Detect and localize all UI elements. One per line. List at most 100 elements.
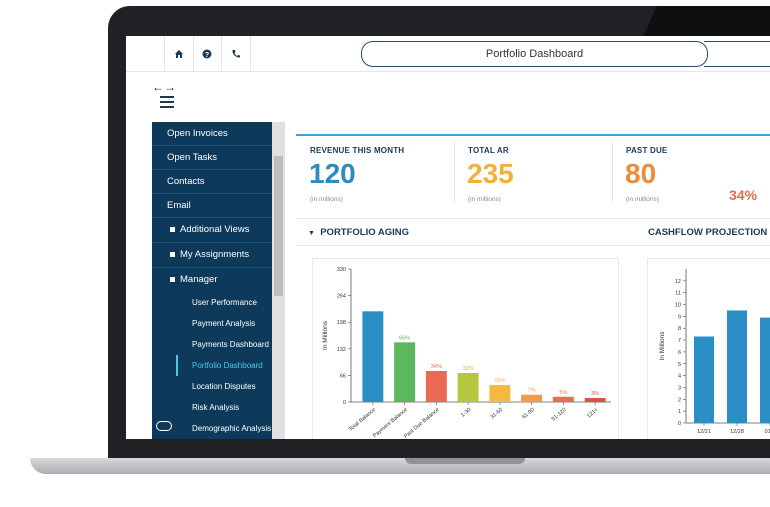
question-circle-icon[interactable]: ? — [193, 36, 222, 71]
y-axis-label: In Millions — [322, 320, 329, 350]
y-tick-label: 330 — [337, 267, 346, 273]
sidebar-subitem-demographic-analysis[interactable]: Demographic Analysis — [192, 424, 272, 433]
x-tick-label: 31-60 — [490, 407, 505, 421]
y-tick-label: 7 — [678, 338, 681, 344]
bar — [584, 397, 606, 402]
y-tick-label: 5 — [678, 362, 681, 368]
bar — [521, 394, 543, 402]
sidebar-subitem-portfolio-dashboard[interactable]: Portfolio Dashboard — [176, 355, 285, 376]
y-tick-label: 2 — [678, 397, 681, 403]
y-tick-label: 6 — [678, 350, 681, 356]
expand-box-icon — [170, 226, 175, 232]
cashflow-projection-title: CASHFLOW PROJECTION — [648, 227, 768, 238]
sidebar-item-open-invoices[interactable]: Open Invoices — [152, 122, 285, 146]
sidebar-item-contacts[interactable]: Contacts — [152, 170, 285, 194]
sidebar-nav: Open Invoices Open Tasks Contacts Email … — [152, 122, 285, 439]
y-tick-label: 10 — [675, 303, 681, 309]
panel-header: ▼ PORTFOLIO AGING CASHFLOW PROJECTION — [296, 218, 770, 246]
y-tick-label: 3 — [678, 385, 681, 391]
kpi-unit: (in millions) — [468, 196, 501, 203]
x-tick-label: Past Due Balance — [403, 407, 441, 439]
bar — [694, 336, 714, 423]
portfolio-aging-chart: 0 66 132 198 264 330 In Millions Total Balance 6… — [312, 258, 619, 439]
data-label: 7% — [528, 388, 536, 394]
x-tick-label: 01/0 — [765, 429, 770, 435]
x-tick-label: 12/21 — [697, 429, 711, 435]
collapse-triangle-icon: ▼ — [308, 230, 315, 237]
y-axis-label: In Millions — [659, 331, 666, 361]
bar — [489, 385, 511, 402]
title-pill-extension — [704, 41, 770, 67]
kpi-revenue: REVENUE THIS MONTH 120 (in millions) — [296, 136, 454, 211]
bar — [457, 372, 479, 402]
group-label: Manager — [180, 274, 218, 285]
expand-box-icon — [170, 251, 175, 257]
x-tick-label: 91-120 — [551, 407, 568, 423]
bar — [425, 370, 447, 402]
kpi-label: REVENUE THIS MONTH — [310, 146, 405, 155]
sidebar-subitem-risk-analysis[interactable]: Risk Analysis — [192, 403, 240, 412]
kpi-past-due: PAST DUE 80 (in millions) 34% — [612, 136, 770, 211]
data-label: 34% — [431, 364, 442, 370]
laptop-base — [30, 458, 770, 474]
kpi-label: TOTAL AR — [468, 146, 509, 155]
data-label: 3% — [591, 391, 599, 397]
bar — [760, 317, 770, 423]
portfolio-aging-svg: 0 66 132 198 264 330 In Millions Total Balance 6… — [322, 267, 611, 439]
kpi-value: 235 — [467, 158, 514, 189]
kpi-value: 80 — [625, 158, 657, 189]
sidebar-group-manager[interactable]: Manager — [152, 268, 285, 292]
page-title: Portfolio Dashboard — [361, 41, 708, 67]
y-tick-label: 1 — [678, 409, 681, 415]
y-tick-label: 8 — [678, 326, 681, 332]
screen-glare — [643, 6, 770, 36]
y-tick-label: 0 — [343, 400, 346, 406]
data-label: 19% — [494, 378, 505, 384]
y-tick-label: 132 — [337, 347, 346, 353]
toggle-switch-icon[interactable] — [156, 421, 172, 431]
y-tick-label: 198 — [337, 320, 346, 326]
bar — [727, 310, 747, 423]
top-toolbar: ? Portfolio Dashboard — [126, 36, 770, 72]
resize-arrows-icon[interactable]: ←→ — [152, 80, 176, 94]
sidebar-group-my-assignments[interactable]: My Assignments — [152, 243, 285, 268]
phone-icon[interactable] — [222, 36, 251, 71]
x-tick-label: Total Balance — [348, 407, 377, 433]
portfolio-aging-title[interactable]: ▼ PORTFOLIO AGING — [308, 227, 409, 238]
data-label: 32% — [463, 366, 474, 372]
x-tick-label: 121+ — [586, 407, 599, 420]
y-tick-label: 11 — [675, 291, 681, 297]
bar — [552, 396, 574, 402]
y-tick-label: 4 — [678, 374, 681, 380]
sidebar-subitem-location-disputes[interactable]: Location Disputes — [192, 382, 256, 391]
home-icon[interactable] — [164, 36, 194, 71]
kpi-unit: (in millions) — [626, 196, 659, 203]
kpi-divider — [454, 142, 455, 202]
panel-title-text: PORTFOLIO AGING — [320, 227, 410, 238]
sidebar-subitem-payment-analysis[interactable]: Payment Analysis — [192, 319, 256, 328]
app-screen: ? Portfolio Dashboard ←→ Open Invoices O… — [126, 36, 770, 439]
hamburger-menu-icon[interactable] — [160, 96, 174, 111]
svg-text:?: ? — [205, 51, 209, 58]
y-tick-label: 66 — [340, 373, 346, 379]
x-tick-label: 1-30 — [460, 407, 472, 419]
kpi-divider — [612, 142, 613, 202]
sidebar-group-additional-views[interactable]: Additional Views — [152, 218, 285, 243]
y-tick-label: 0 — [678, 421, 681, 427]
sidebar-subitem-user-performance[interactable]: User Performance — [192, 298, 257, 307]
kpi-unit: (in millions) — [310, 196, 343, 203]
sidebar-item-email[interactable]: Email — [152, 194, 285, 218]
sidebar-item-open-tasks[interactable]: Open Tasks — [152, 146, 285, 170]
sidebar-subitem-payments-dashboard[interactable]: Payments Dashboard — [192, 340, 269, 349]
x-tick-label: 61-90 — [521, 407, 536, 421]
data-label: 5% — [559, 390, 567, 396]
kpi-value: 120 — [309, 158, 356, 189]
kpi-row: REVENUE THIS MONTH 120 (in millions) TOT… — [296, 134, 770, 211]
y-tick-label: 9 — [678, 314, 681, 320]
data-label: 66% — [399, 335, 410, 341]
laptop-notch — [405, 458, 525, 464]
group-label: Additional Views — [180, 224, 250, 235]
bar — [394, 342, 416, 402]
sidebar-scroll-thumb[interactable] — [274, 156, 283, 296]
